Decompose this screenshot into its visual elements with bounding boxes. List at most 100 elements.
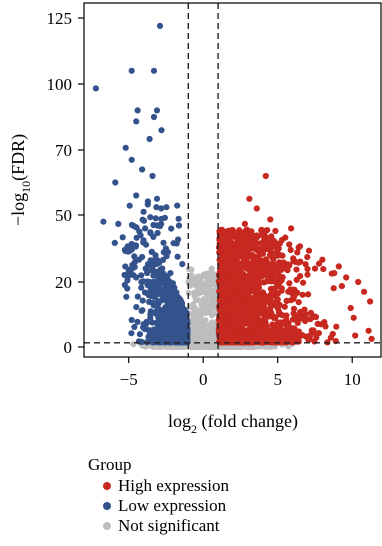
point-low-expression	[133, 274, 140, 281]
point-high-expression	[219, 325, 226, 332]
point-low-expression	[100, 218, 107, 225]
point-low-expression	[173, 295, 180, 302]
point-not-significant	[200, 320, 207, 327]
point-not-significant	[188, 266, 195, 273]
point-high-expression	[263, 311, 270, 318]
y-tick-label: 70	[55, 141, 72, 160]
point-low-expression	[139, 216, 146, 223]
point-low-expression	[125, 272, 132, 279]
point-high-expression	[241, 220, 248, 227]
point-high-expression	[259, 257, 266, 264]
point-high-expression	[235, 328, 242, 335]
point-high-expression	[264, 262, 271, 269]
x-tick-label: 0	[199, 370, 208, 389]
point-low-expression	[182, 319, 189, 326]
point-low-expression	[154, 229, 161, 237]
point-low-expression	[155, 278, 162, 285]
point-low-expression	[139, 297, 146, 304]
point-high-expression	[256, 280, 263, 287]
point-low-expression	[140, 321, 147, 328]
point-high-expression	[290, 305, 298, 312]
point-not-significant	[130, 341, 137, 348]
point-high-expression	[242, 235, 249, 242]
point-not-significant	[205, 284, 212, 291]
legend-entry: Not significant	[118, 516, 220, 535]
point-low-expression	[154, 337, 161, 344]
point-high-expression	[273, 332, 280, 339]
point-low-expression	[150, 67, 158, 74]
point-high-expression	[355, 278, 362, 286]
y-axis-title: −log10(FDR)	[8, 134, 33, 226]
point-not-significant	[197, 312, 204, 319]
point-high-expression	[335, 263, 342, 270]
point-low-expression	[145, 333, 152, 340]
points-layer	[92, 22, 375, 351]
point-high-expression	[296, 331, 303, 338]
point-low-expression	[150, 233, 157, 240]
point-low-expression	[134, 318, 141, 325]
point-high-expression	[368, 335, 375, 342]
legend-entry: Low expression	[118, 496, 227, 515]
point-high-expression	[330, 285, 337, 292]
point-low-expression	[153, 107, 161, 114]
point-high-expression	[302, 318, 309, 325]
point-high-expression	[237, 249, 244, 257]
point-high-expression	[269, 274, 277, 281]
point-high-expression	[244, 316, 251, 323]
point-high-expression	[283, 316, 290, 323]
point-high-expression	[226, 243, 234, 250]
point-high-expression	[305, 247, 313, 254]
point-high-expression	[255, 301, 262, 308]
point-low-expression	[147, 229, 154, 236]
point-low-expression	[128, 316, 135, 324]
point-not-significant	[205, 334, 212, 341]
point-low-expression	[134, 293, 141, 300]
point-low-expression	[167, 283, 174, 290]
point-high-expression	[229, 333, 237, 340]
point-high-expression	[313, 334, 320, 341]
point-low-expression	[162, 307, 169, 315]
point-low-expression	[122, 263, 129, 270]
point-low-expression	[145, 261, 152, 268]
point-high-expression	[228, 272, 235, 279]
point-low-expression	[158, 127, 165, 134]
point-high-expression	[365, 327, 372, 334]
point-high-expression	[217, 265, 224, 272]
point-high-expression	[239, 264, 246, 271]
point-high-expression	[329, 330, 336, 338]
point-high-expression	[253, 243, 260, 250]
point-high-expression	[256, 252, 263, 259]
point-low-expression	[154, 325, 161, 332]
point-high-expression	[244, 326, 252, 333]
point-high-expression	[243, 227, 250, 234]
point-high-expression	[237, 334, 244, 341]
point-high-expression	[265, 272, 272, 279]
point-not-significant	[209, 291, 216, 299]
point-high-expression	[267, 301, 274, 308]
point-low-expression	[153, 195, 161, 202]
point-low-expression	[163, 253, 170, 260]
point-high-expression	[270, 314, 278, 322]
point-high-expression	[220, 319, 227, 326]
point-high-expression	[236, 308, 243, 315]
point-low-expression	[123, 293, 130, 300]
point-low-expression	[133, 224, 140, 231]
point-high-expression	[251, 311, 258, 318]
legend-title: Group	[88, 455, 131, 474]
point-high-expression	[266, 244, 273, 251]
point-high-expression	[289, 339, 297, 346]
point-high-expression	[292, 258, 299, 265]
point-high-expression	[277, 252, 284, 259]
point-low-expression	[112, 179, 119, 186]
point-low-expression	[128, 246, 135, 253]
point-not-significant	[199, 289, 206, 296]
point-high-expression	[249, 234, 256, 241]
point-low-expression	[150, 302, 157, 309]
point-low-expression	[163, 296, 170, 303]
point-low-expression	[140, 278, 147, 285]
point-low-expression	[122, 247, 129, 255]
point-low-expression	[173, 330, 180, 337]
point-low-expression	[133, 304, 140, 311]
point-high-expression	[253, 264, 260, 271]
